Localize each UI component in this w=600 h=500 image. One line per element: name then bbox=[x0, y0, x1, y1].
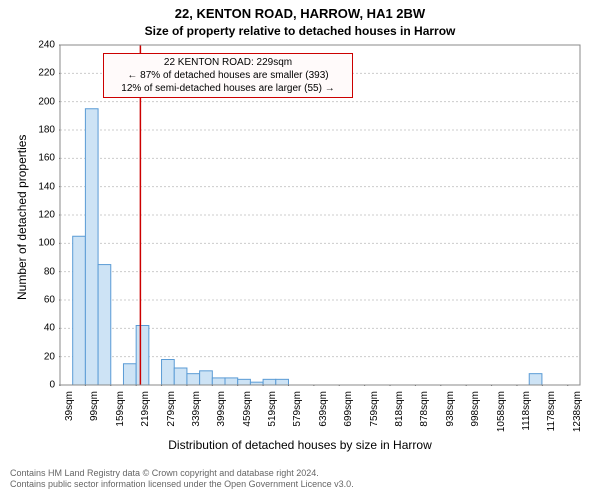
reference-annotation: 22 KENTON ROAD: 229sqm ← 87% of detached… bbox=[103, 53, 353, 98]
x-tick-label: 878sqm bbox=[419, 391, 430, 427]
x-tick-label: 99sqm bbox=[89, 391, 100, 421]
annotation-line3: 12% of semi-detached houses are larger (… bbox=[108, 82, 348, 95]
histogram-bar bbox=[225, 378, 238, 385]
y-tick-label: 160 bbox=[25, 153, 55, 164]
histogram-bar bbox=[98, 265, 111, 385]
y-tick-label: 180 bbox=[25, 125, 55, 136]
chart-title-address: 22, KENTON ROAD, HARROW, HA1 2BW bbox=[0, 6, 600, 21]
x-tick-label: 519sqm bbox=[267, 391, 278, 427]
y-tick-label: 140 bbox=[25, 181, 55, 192]
histogram-bar bbox=[162, 360, 175, 386]
copyright-line2: Contains public sector information licen… bbox=[10, 479, 600, 490]
x-axis-title: Distribution of detached houses by size … bbox=[0, 438, 600, 452]
annotation-line1: 22 KENTON ROAD: 229sqm bbox=[108, 56, 348, 69]
x-tick-label: 1058sqm bbox=[496, 391, 507, 432]
annotation-line2: ← 87% of detached houses are smaller (39… bbox=[108, 69, 348, 82]
x-tick-label: 579sqm bbox=[292, 391, 303, 427]
x-tick-label: 699sqm bbox=[343, 391, 354, 427]
y-tick-label: 40 bbox=[25, 323, 55, 334]
histogram-bar bbox=[212, 378, 225, 385]
histogram-bar bbox=[263, 379, 276, 385]
x-tick-label: 759sqm bbox=[369, 391, 380, 427]
x-tick-label: 159sqm bbox=[115, 391, 126, 427]
x-tick-label: 998sqm bbox=[470, 391, 481, 427]
chart-container: 22, KENTON ROAD, HARROW, HA1 2BW Size of… bbox=[0, 0, 600, 500]
histogram-bar bbox=[73, 236, 86, 385]
y-tick-label: 100 bbox=[25, 238, 55, 249]
y-tick-label: 240 bbox=[25, 40, 55, 51]
chart-title-subtitle: Size of property relative to detached ho… bbox=[0, 24, 600, 38]
y-tick-label: 220 bbox=[25, 68, 55, 79]
x-tick-label: 399sqm bbox=[216, 391, 227, 427]
x-tick-label: 39sqm bbox=[64, 391, 75, 421]
y-tick-label: 20 bbox=[25, 351, 55, 362]
y-tick-label: 80 bbox=[25, 266, 55, 277]
x-tick-label: 639sqm bbox=[318, 391, 329, 427]
y-tick-label: 60 bbox=[25, 295, 55, 306]
histogram-bar bbox=[136, 326, 149, 386]
y-tick-label: 0 bbox=[25, 380, 55, 391]
y-tick-label: 120 bbox=[25, 210, 55, 221]
x-tick-label: 279sqm bbox=[166, 391, 177, 427]
histogram-bar bbox=[85, 109, 98, 385]
x-tick-label: 1178sqm bbox=[546, 391, 557, 431]
x-tick-label: 459sqm bbox=[242, 391, 253, 427]
x-tick-label: 1118sqm bbox=[521, 391, 532, 431]
copyright-text: Contains HM Land Registry data © Crown c… bbox=[0, 468, 600, 490]
histogram-bar bbox=[174, 368, 187, 385]
x-tick-label: 219sqm bbox=[140, 391, 151, 427]
histogram-bar bbox=[529, 374, 542, 385]
histogram-bar bbox=[187, 374, 200, 385]
histogram-bar bbox=[123, 364, 136, 385]
x-tick-label: 1238sqm bbox=[572, 391, 583, 432]
y-tick-label: 200 bbox=[25, 96, 55, 107]
histogram-bar bbox=[238, 379, 251, 385]
x-tick-label: 938sqm bbox=[445, 391, 456, 427]
x-tick-label: 339sqm bbox=[191, 391, 202, 427]
histogram-bar bbox=[200, 371, 213, 385]
histogram-bar bbox=[276, 379, 289, 385]
x-tick-label: 818sqm bbox=[394, 391, 405, 427]
copyright-line1: Contains HM Land Registry data © Crown c… bbox=[10, 468, 600, 479]
